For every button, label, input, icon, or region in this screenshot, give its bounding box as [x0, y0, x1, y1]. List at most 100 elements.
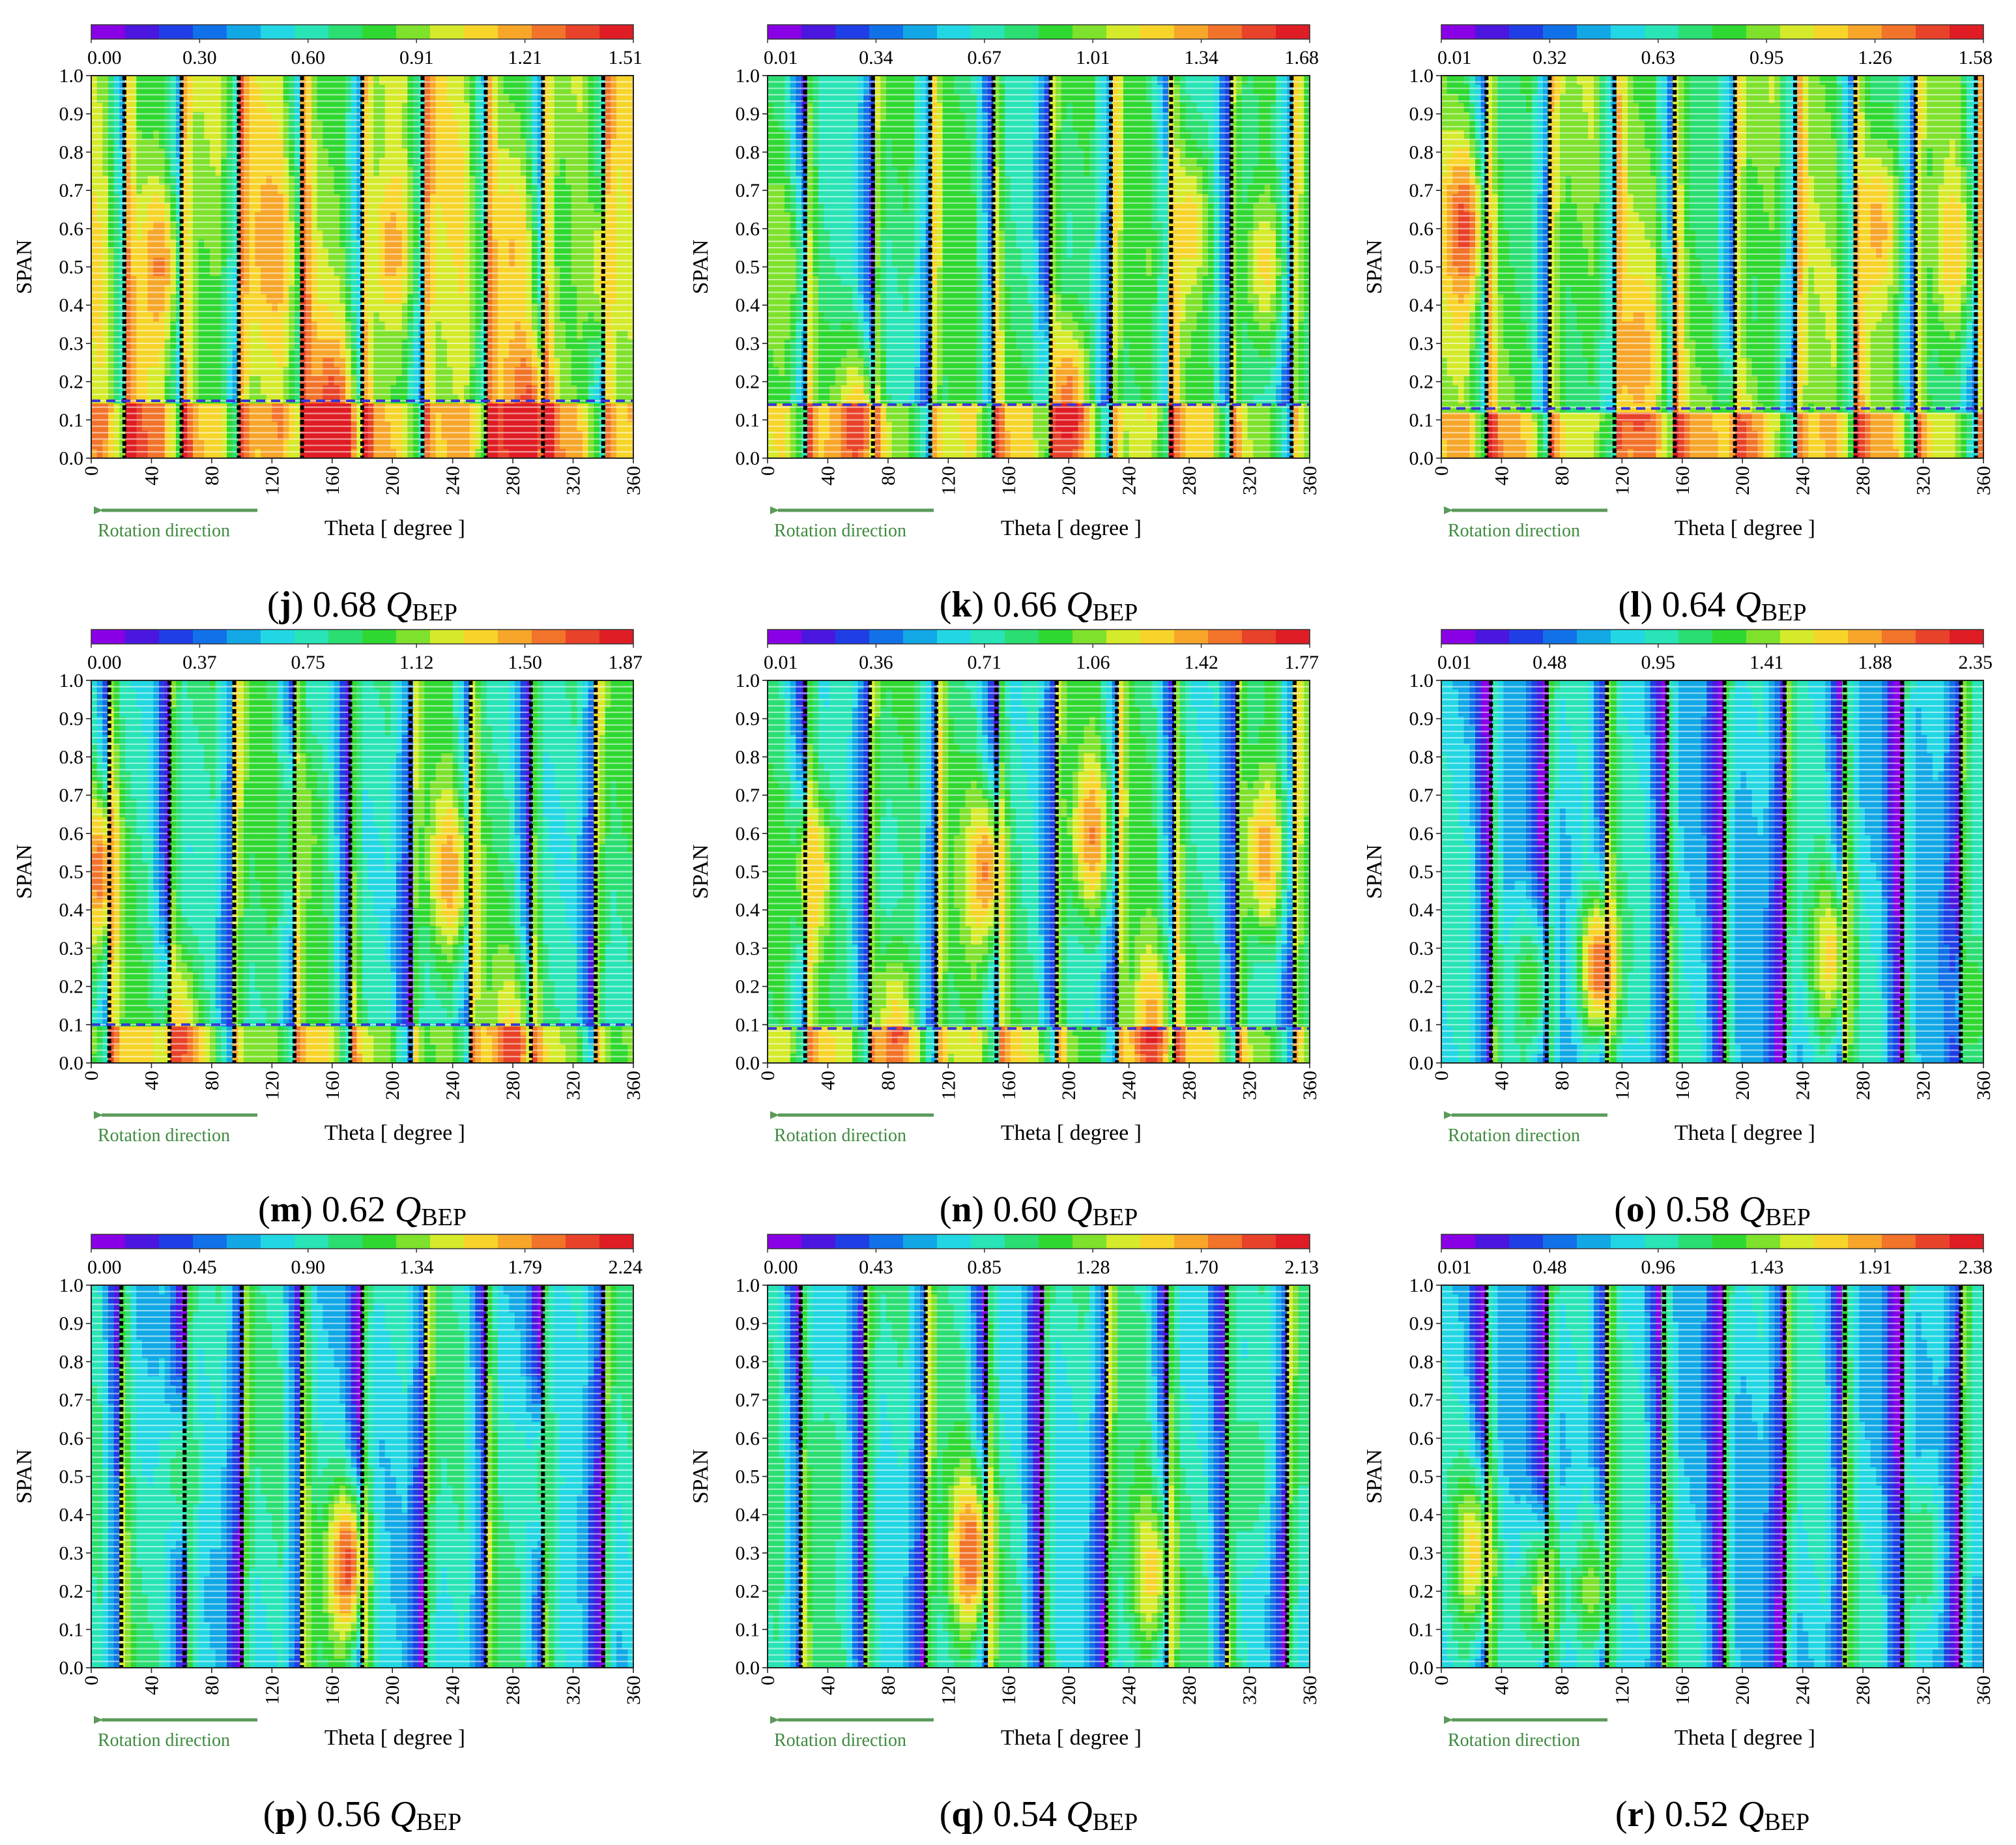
field-cell	[102, 312, 109, 322]
field-cell	[413, 130, 420, 140]
field-cell	[1157, 130, 1164, 140]
field-cell	[96, 148, 103, 158]
field-cell	[345, 340, 352, 349]
field-cell	[458, 349, 465, 358]
field-cell	[261, 139, 267, 149]
field-cell	[232, 221, 238, 231]
field-cell	[418, 321, 425, 331]
field-cell	[566, 248, 572, 259]
field-cell	[136, 367, 143, 377]
field-cell	[390, 84, 397, 94]
field-cell	[261, 84, 267, 94]
field-cell	[790, 84, 796, 94]
field-cell	[249, 111, 255, 122]
field-cell	[441, 440, 448, 450]
field-cell	[198, 285, 205, 295]
field-cell	[362, 385, 369, 395]
field-cell	[627, 194, 633, 204]
field-cell	[813, 130, 819, 140]
field-cell	[1157, 121, 1164, 131]
field-cell	[345, 221, 352, 231]
field-cell	[430, 248, 437, 259]
field-cell	[130, 431, 137, 441]
field-cell	[238, 93, 244, 104]
field-cell	[475, 312, 482, 322]
field-cell	[452, 403, 459, 413]
field-cell	[627, 203, 633, 213]
field-cell	[435, 449, 442, 458]
field-cell	[560, 440, 566, 450]
field-cell	[1073, 139, 1079, 149]
field-cell	[526, 111, 532, 122]
field-cell	[965, 84, 972, 94]
field-cell	[1067, 121, 1073, 131]
field-cell	[295, 413, 301, 422]
field-cell	[187, 431, 194, 441]
field-cell	[91, 84, 98, 94]
field-cell	[272, 267, 278, 276]
field-cell	[605, 376, 611, 386]
field-cell	[605, 175, 611, 186]
field-cell	[198, 221, 205, 231]
field-cell	[187, 376, 194, 386]
field-cell	[571, 212, 577, 222]
field-cell	[594, 403, 600, 413]
field-cell	[278, 340, 284, 349]
field-cell	[362, 203, 369, 213]
field-cell	[367, 349, 374, 358]
field-cell	[379, 340, 386, 349]
field-cell	[351, 312, 357, 322]
field-cell	[289, 248, 295, 259]
field-cell	[526, 184, 532, 195]
field-cell	[210, 394, 216, 404]
field-cell	[498, 221, 504, 231]
field-cell	[181, 248, 188, 259]
field-cell	[153, 376, 160, 386]
field-cell	[351, 111, 357, 122]
field-cell	[1230, 139, 1237, 149]
field-cell	[616, 330, 623, 340]
field-cell	[102, 330, 109, 340]
field-cell	[594, 111, 600, 122]
field-cell	[204, 239, 210, 250]
field-cell	[1253, 93, 1260, 104]
field-cell	[599, 449, 606, 458]
field-cell	[1061, 121, 1067, 131]
field-cell	[549, 276, 555, 285]
field-cell	[779, 84, 785, 94]
field-cell	[221, 130, 227, 140]
field-cell	[198, 312, 205, 322]
field-cell	[159, 330, 166, 340]
field-cell	[424, 449, 431, 458]
colorbar-tick-label: 1.01	[1076, 47, 1110, 68]
field-cell	[971, 76, 977, 85]
field-cell	[356, 148, 363, 158]
field-cell	[571, 349, 577, 358]
field-cell	[193, 212, 199, 222]
field-cell	[142, 330, 149, 340]
field-cell	[401, 303, 408, 313]
field-cell	[829, 93, 836, 104]
field-cell	[215, 239, 222, 250]
field-cell	[272, 330, 278, 340]
field-cell	[323, 203, 329, 213]
field-cell	[164, 175, 171, 186]
field-cell	[96, 440, 103, 450]
field-cell	[554, 330, 560, 340]
field-cell	[452, 130, 459, 140]
field-cell	[515, 376, 521, 386]
field-cell	[390, 340, 397, 349]
field-cell	[1259, 84, 1265, 94]
field-cell	[102, 84, 109, 94]
field-cell	[475, 139, 482, 149]
field-cell	[948, 130, 955, 140]
field-cell	[170, 157, 177, 167]
field-cell	[345, 385, 352, 395]
field-cell	[594, 221, 600, 231]
field-cell	[571, 394, 577, 404]
field-cell	[193, 285, 199, 295]
field-cell	[306, 403, 312, 413]
field-cell	[464, 321, 470, 331]
field-cell	[796, 148, 802, 158]
field-cell	[447, 312, 454, 322]
